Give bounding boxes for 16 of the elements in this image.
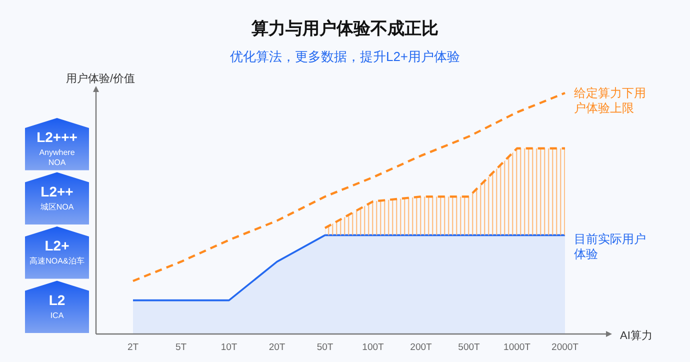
series-label: 给定算力下用户体验上限	[574, 86, 646, 115]
x-tick-label: 50T	[316, 342, 334, 353]
x-tick-label: 20T	[268, 342, 286, 353]
x-tick-label: 200T	[410, 342, 432, 353]
chart-title: 算力与用户体验不成正比	[250, 19, 438, 38]
x-tick-label: 10T	[220, 342, 238, 353]
x-tick-label: 2000T	[552, 342, 579, 353]
series-label: 目前实际用户体验	[574, 232, 646, 262]
x-tick-label: 100T	[362, 342, 384, 353]
x-tick-label: 5T	[175, 342, 187, 353]
chart-subtitle: 优化算法，更多数据，提升L2+用户体验	[230, 49, 460, 64]
x-tick-label: 1000T	[504, 342, 531, 353]
x-tick-label: 500T	[458, 342, 480, 353]
x-tick-label: 2T	[127, 342, 139, 353]
y-axis-title: 用户体验/价值	[66, 72, 136, 85]
x-axis-title: AI算力	[620, 329, 652, 342]
